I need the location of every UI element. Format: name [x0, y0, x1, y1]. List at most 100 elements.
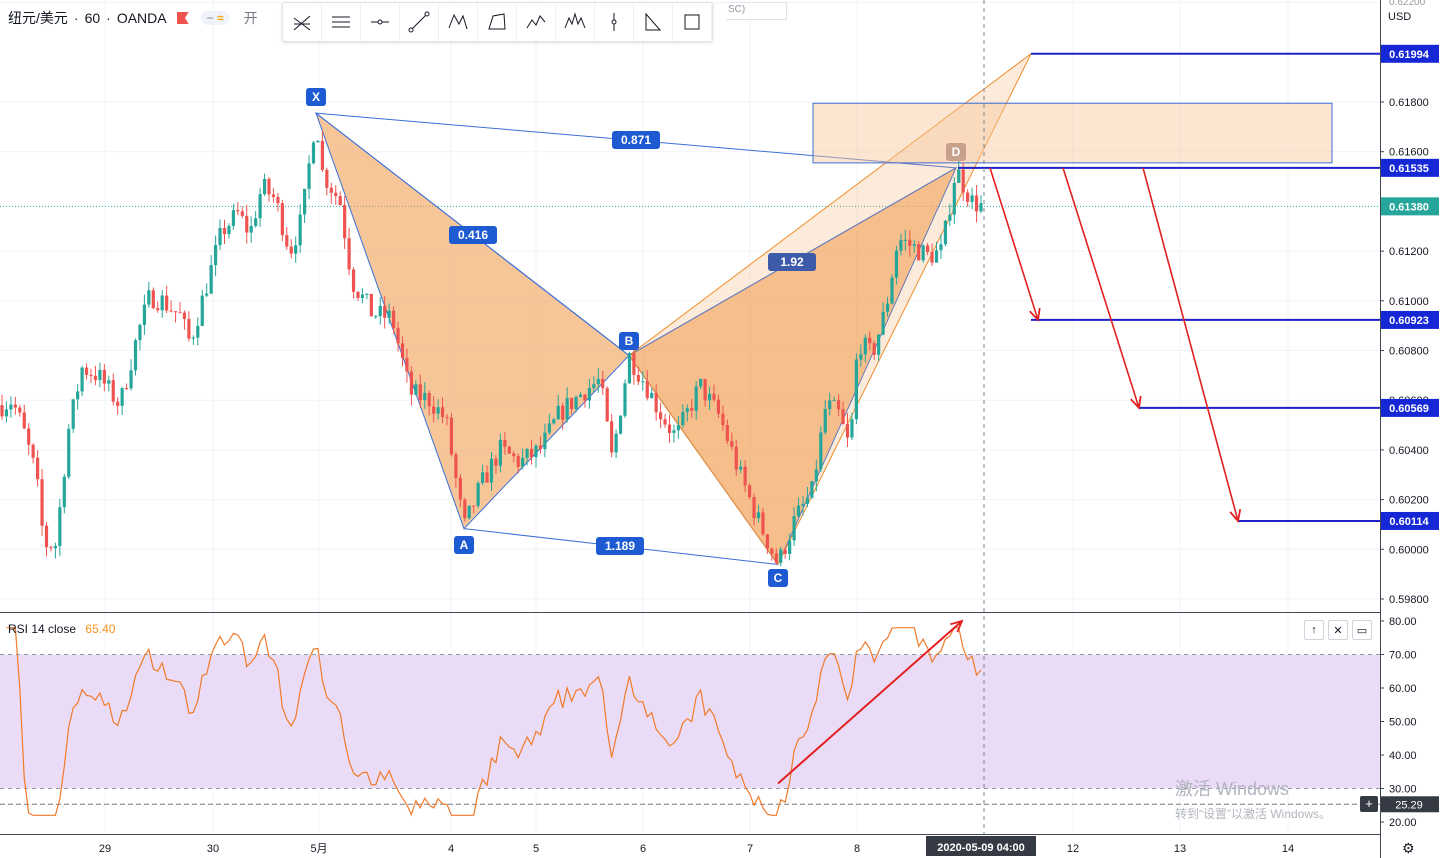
candle-body[interactable] — [142, 304, 146, 325]
candle-body[interactable] — [196, 325, 200, 338]
candle-body[interactable] — [672, 430, 676, 433]
candle-body[interactable] — [22, 412, 26, 429]
candle-body[interactable] — [507, 446, 511, 454]
candle-body[interactable] — [939, 244, 943, 251]
candle-body[interactable] — [472, 505, 476, 507]
elliott-wave-tool[interactable] — [556, 3, 595, 41]
candle-body[interactable] — [485, 472, 489, 483]
candle-body[interactable] — [200, 295, 204, 326]
candle-body[interactable] — [262, 178, 267, 195]
candle-body[interactable] — [369, 293, 373, 317]
candle-body[interactable] — [285, 235, 289, 247]
candle-body[interactable] — [823, 409, 827, 433]
candle-body[interactable] — [418, 384, 422, 401]
candle-body[interactable] — [690, 408, 694, 411]
candle-body[interactable] — [31, 444, 35, 458]
candle-body[interactable] — [458, 477, 462, 500]
candle-body[interactable] — [926, 245, 930, 253]
symbol-name[interactable]: 纽元/美元 — [8, 10, 68, 26]
candle-body[interactable] — [645, 381, 649, 399]
candle-body[interactable] — [721, 413, 725, 426]
head-shoulders-tool[interactable] — [517, 3, 556, 41]
candle-body[interactable] — [432, 406, 436, 414]
candle-body[interactable] — [605, 388, 609, 422]
candle-body[interactable] — [138, 324, 142, 341]
candle-body[interactable] — [703, 378, 707, 401]
candle-body[interactable] — [351, 269, 356, 292]
candle-body[interactable] — [151, 290, 155, 309]
candle-body[interactable] — [156, 308, 160, 311]
target-arrow[interactable] — [989, 167, 1039, 321]
candle-body[interactable] — [49, 547, 53, 549]
candle-body[interactable] — [681, 412, 685, 426]
candle-body[interactable] — [392, 310, 396, 329]
candle-body[interactable] — [561, 405, 565, 420]
candle-body[interactable] — [952, 182, 956, 215]
pane-close-button[interactable]: ✕ — [1328, 620, 1348, 640]
candle-body[interactable] — [903, 239, 907, 241]
abcd-pattern-tool[interactable] — [478, 3, 517, 41]
candle-body[interactable] — [27, 428, 31, 445]
candle-body[interactable] — [752, 497, 756, 519]
ratio-label-xb[interactable] — [449, 226, 497, 244]
rsi-marker-tag[interactable] — [1381, 796, 1439, 813]
candle-body[interactable] — [512, 453, 516, 456]
cursor-time-tag[interactable] — [926, 836, 1036, 856]
level-tag[interactable] — [1381, 511, 1439, 530]
candle-body[interactable] — [356, 291, 360, 298]
candle-body[interactable] — [796, 505, 801, 517]
candle-body[interactable] — [667, 424, 672, 433]
candle-body[interactable] — [334, 192, 338, 197]
candle-body[interactable] — [303, 188, 307, 215]
candle-body[interactable] — [521, 457, 525, 467]
candle-body[interactable] — [503, 439, 507, 447]
candle-body[interactable] — [694, 386, 698, 411]
indicator-badge[interactable]: − ≈ — [200, 11, 230, 25]
candle-body[interactable] — [111, 380, 115, 402]
candle-body[interactable] — [423, 392, 427, 401]
candle-body[interactable] — [173, 311, 178, 313]
candle-body[interactable] — [819, 432, 823, 470]
candle-body[interactable] — [583, 394, 587, 401]
candle-body[interactable] — [627, 353, 632, 384]
candle-body[interactable] — [236, 210, 240, 212]
candle-body[interactable] — [805, 497, 810, 504]
candle-body[interactable] — [872, 343, 876, 355]
candle-body[interactable] — [877, 334, 881, 355]
candle-body[interactable] — [147, 290, 151, 305]
candle-body[interactable] — [636, 374, 640, 382]
candle-body[interactable] — [948, 214, 952, 221]
candle-body[interactable] — [209, 265, 213, 294]
pane-maximize-button[interactable]: ▭ — [1352, 620, 1372, 640]
projection-fill[interactable] — [628, 53, 1032, 566]
candle-body[interactable] — [685, 408, 689, 413]
triangle-pattern-tool[interactable] — [634, 3, 673, 41]
candle-body[interactable] — [53, 545, 57, 549]
candle-body[interactable] — [396, 328, 400, 344]
candle-body[interactable] — [476, 483, 480, 506]
candle-body[interactable] — [659, 412, 663, 420]
candle-body[interactable] — [316, 140, 320, 143]
level-tag[interactable] — [1381, 310, 1439, 329]
candle-body[interactable] — [739, 466, 743, 470]
candle-body[interactable] — [387, 310, 391, 318]
interval-label[interactable]: 60 — [84, 10, 101, 26]
candle-body[interactable] — [129, 370, 133, 389]
candle-body[interactable] — [107, 380, 111, 384]
candle-body[interactable] — [343, 205, 347, 239]
candle-body[interactable] — [779, 549, 783, 563]
candle-body[interactable] — [801, 503, 805, 506]
candle-body[interactable] — [102, 369, 106, 384]
candle-body[interactable] — [36, 457, 40, 480]
candle-body[interactable] — [169, 310, 173, 312]
candle-body[interactable] — [957, 169, 961, 183]
candle-body[interactable] — [231, 210, 235, 226]
candle-body[interactable] — [979, 203, 983, 212]
candle-body[interactable] — [792, 516, 796, 541]
candle-body[interactable] — [298, 214, 302, 246]
candle-body[interactable] — [329, 187, 333, 193]
candle-body[interactable] — [44, 525, 49, 548]
candle-body[interactable] — [641, 381, 645, 383]
candle-body[interactable] — [360, 294, 365, 298]
candle-body[interactable] — [249, 226, 253, 233]
